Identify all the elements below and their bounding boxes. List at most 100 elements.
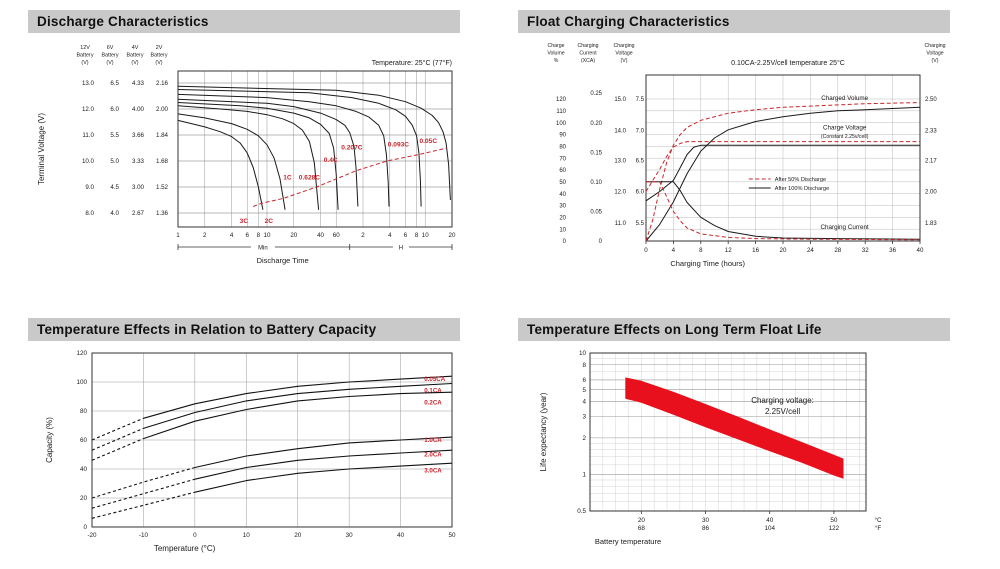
panel-temp-capacity: Temperature Effects in Relation to Batte…	[28, 318, 460, 563]
svg-text:1.36: 1.36	[156, 210, 169, 217]
svg-text:86: 86	[702, 525, 710, 532]
svg-text:0.05C: 0.05C	[420, 138, 438, 145]
svg-text:2.25V/cell: 2.25V/cell	[765, 407, 800, 416]
svg-text:0.1CA: 0.1CA	[424, 388, 442, 395]
float-charging-chart: 0 4 8 12 16 20 24 28 32 36 40 Charge Volume% 120 110 10…	[518, 33, 950, 278]
svg-text:Battery: Battery	[76, 53, 93, 59]
svg-text:13.0: 13.0	[614, 158, 626, 164]
svg-text:4: 4	[388, 232, 392, 239]
svg-text:0.5: 0.5	[577, 508, 586, 515]
svg-text:30: 30	[559, 204, 566, 210]
svg-text:5: 5	[582, 387, 586, 394]
svg-text:After 50% Discharge: After 50% Discharge	[775, 177, 826, 183]
svg-text:60: 60	[333, 232, 340, 239]
svg-text:104: 104	[764, 525, 775, 532]
svg-text:6V: 6V	[107, 45, 114, 51]
svg-text:5.5: 5.5	[636, 221, 645, 227]
svg-text:2C: 2C	[265, 218, 274, 225]
svg-text:H: H	[399, 245, 403, 251]
svg-text:(V): (V)	[932, 58, 939, 64]
svg-text:0.093C: 0.093C	[388, 141, 410, 148]
svg-text:11.0: 11.0	[615, 221, 627, 227]
svg-text:Charging: Charging	[613, 43, 634, 49]
svg-text:7.0: 7.0	[636, 129, 645, 135]
float-life-chart: 1086543210.5206830864010450122°C°FChargi…	[518, 341, 950, 563]
svg-text:1: 1	[582, 472, 586, 479]
svg-text:After 100% Discharge: After 100% Discharge	[775, 186, 829, 192]
svg-text:28: 28	[834, 247, 841, 254]
svg-text:0: 0	[563, 239, 567, 245]
svg-text:0.10CA-2.25V/cell temperature: 0.10CA-2.25V/cell temperature 25°C	[731, 59, 845, 67]
svg-text:3.66: 3.66	[132, 132, 145, 139]
svg-text:40: 40	[397, 532, 405, 539]
svg-text:4.33: 4.33	[132, 80, 145, 87]
svg-text:Terminal Voltage (V): Terminal Voltage (V)	[37, 113, 46, 185]
panel-title-float-charging: Float Charging Characteristics	[518, 10, 950, 33]
svg-text:13.0: 13.0	[82, 80, 95, 87]
svg-text:Capacity (%): Capacity (%)	[45, 417, 54, 463]
svg-text:Volume: Volume	[547, 51, 564, 57]
svg-text:2.50: 2.50	[925, 97, 937, 103]
panel-discharge: Discharge Characteristics 1 2 4 6 8 10 20 40 60 2…	[28, 10, 460, 283]
svg-text:60: 60	[559, 168, 566, 174]
svg-text:3.33: 3.33	[132, 158, 145, 165]
panel-title-temp-capacity: Temperature Effects in Relation to Batte…	[28, 318, 460, 341]
svg-text:2.16: 2.16	[156, 80, 169, 87]
svg-text:1.84: 1.84	[156, 132, 169, 139]
svg-text:(Constant 2.25v/cell): (Constant 2.25v/cell)	[821, 134, 869, 140]
svg-text:(V): (V)	[131, 60, 138, 66]
svg-text:6: 6	[404, 232, 408, 239]
svg-text:0.05CA: 0.05CA	[424, 376, 446, 383]
svg-text:12V: 12V	[80, 45, 90, 51]
svg-text:0.207C: 0.207C	[341, 145, 363, 152]
svg-text:Charging: Charging	[577, 43, 598, 49]
svg-text:32: 32	[862, 247, 869, 254]
svg-text:4: 4	[582, 399, 586, 406]
svg-text:4.5: 4.5	[110, 184, 119, 191]
svg-text:Battery: Battery	[126, 53, 143, 59]
svg-text:9.0: 9.0	[85, 184, 94, 191]
svg-text:12: 12	[725, 247, 732, 254]
svg-text:40: 40	[766, 517, 774, 524]
svg-text:Temperature (°C): Temperature (°C)	[154, 544, 216, 553]
svg-text:50: 50	[448, 532, 456, 539]
svg-text:110: 110	[556, 109, 566, 115]
svg-text:40: 40	[80, 466, 88, 473]
svg-text:100: 100	[556, 121, 567, 127]
svg-text:2V: 2V	[156, 45, 163, 51]
svg-text:24: 24	[807, 247, 814, 254]
svg-text:2.33: 2.33	[925, 129, 937, 135]
svg-text:Charge Voltage: Charge Voltage	[823, 125, 867, 132]
svg-text:Battery: Battery	[101, 53, 118, 59]
svg-text:10: 10	[243, 532, 251, 539]
svg-text:4V: 4V	[132, 45, 139, 51]
svg-text:120: 120	[76, 350, 87, 357]
svg-text:0.2CA: 0.2CA	[424, 399, 442, 406]
svg-text:90: 90	[559, 133, 566, 139]
svg-text:0.20: 0.20	[590, 121, 602, 127]
svg-text:16: 16	[752, 247, 759, 254]
svg-text:Battery: Battery	[150, 53, 167, 59]
svg-text:Charging Current: Charging Current	[820, 224, 869, 231]
svg-text:100: 100	[76, 379, 87, 386]
svg-text:30: 30	[346, 532, 354, 539]
svg-text:4: 4	[230, 232, 234, 239]
svg-text:Life expectancy (year): Life expectancy (year)	[539, 392, 548, 471]
svg-text:6.5: 6.5	[110, 80, 119, 87]
svg-text:8.0: 8.0	[85, 210, 94, 217]
svg-text:6.0: 6.0	[110, 106, 119, 113]
svg-text:0: 0	[644, 247, 648, 254]
svg-text:12.0: 12.0	[82, 106, 95, 113]
svg-text:40: 40	[917, 247, 924, 254]
svg-text:Min: Min	[258, 245, 268, 251]
svg-text:8: 8	[582, 362, 586, 369]
svg-text:20: 20	[80, 495, 88, 502]
svg-text:2.00: 2.00	[156, 106, 169, 113]
svg-text:6: 6	[582, 377, 586, 384]
svg-text:(V): (V)	[81, 60, 88, 66]
svg-text:4.00: 4.00	[132, 106, 145, 113]
svg-text:3: 3	[582, 414, 586, 421]
svg-text:5.5: 5.5	[110, 132, 119, 139]
svg-text:20: 20	[559, 216, 566, 222]
